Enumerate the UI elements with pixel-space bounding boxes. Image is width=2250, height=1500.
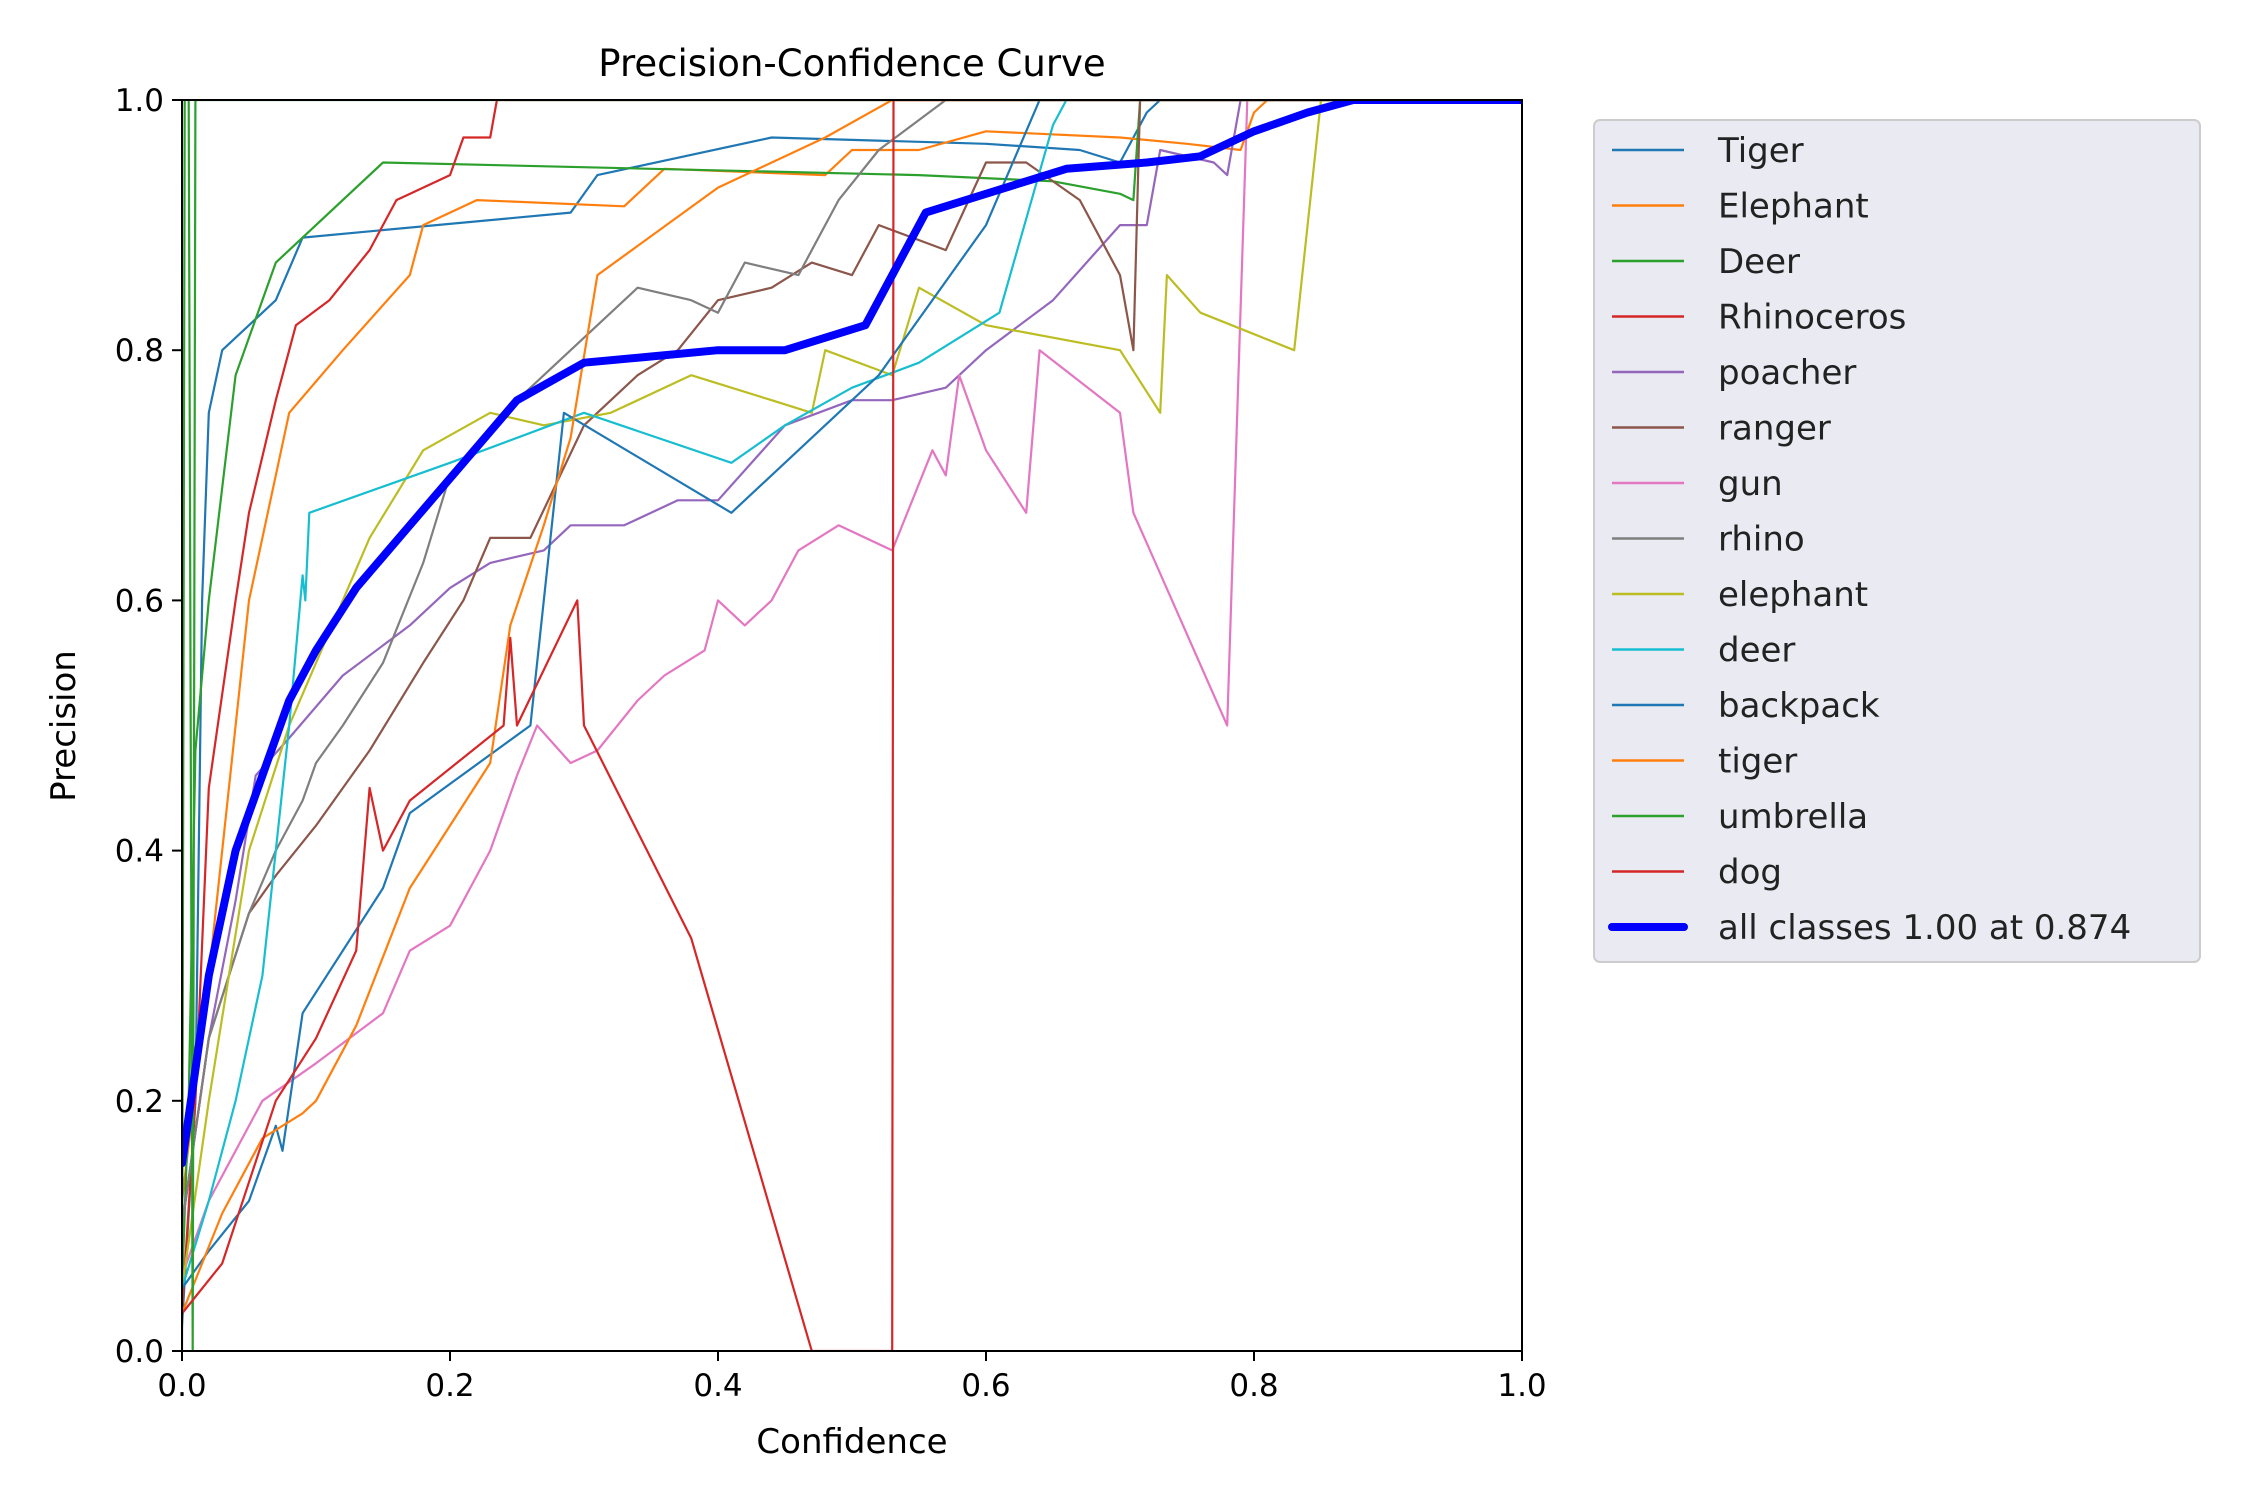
series-layer [182, 100, 1522, 1351]
series-line-12 [182, 100, 1522, 1351]
legend-label: gun [1718, 464, 1783, 504]
series-line-9 [182, 100, 1522, 1290]
legend-label: poacher [1718, 353, 1856, 393]
series-line-14 [182, 100, 1522, 1168]
chart-title: Precision-Confidence Curve [598, 42, 1105, 85]
plot-background [182, 100, 1522, 1351]
legend-label: all classes 1.00 at 0.874 [1718, 908, 2131, 948]
x-axis-title: Confidence [756, 1422, 947, 1462]
legend-label: Elephant [1718, 187, 1869, 227]
series-line-13 [182, 100, 1522, 1351]
y-tick-label: 0.0 [115, 1334, 164, 1370]
legend-label: Deer [1718, 242, 1800, 282]
y-tick-label: 0.6 [115, 583, 164, 619]
y-tick-label: 0.2 [115, 1084, 164, 1120]
legend-label: tiger [1718, 742, 1797, 782]
legend-label: deer [1718, 631, 1795, 671]
legend: Tiger Elephant Deer Rhinoceros poacher ranger… [1593, 119, 2201, 963]
series-line-0 [182, 100, 1522, 1328]
legend-label: dog [1718, 853, 1782, 893]
plot-area [181, 99, 1523, 1352]
y-axis: 0.0 0.2 0.4 0.6 0.8 1.0 [115, 83, 182, 1370]
x-tick-label: 0.2 [425, 1368, 474, 1404]
series-line-6 [182, 100, 1522, 1277]
series-line-8 [182, 100, 1522, 1290]
x-axis: 0.0 0.2 0.4 0.6 0.8 1.0 [157, 1351, 1547, 1404]
y-axis-title: Precision [44, 650, 84, 802]
x-tick-label: 0.0 [157, 1368, 206, 1404]
legend-label: elephant [1718, 575, 1868, 615]
y-tick-label: 1.0 [115, 83, 164, 119]
legend-label: umbrella [1718, 797, 1868, 837]
series-line-10 [182, 100, 1522, 1290]
legend-label: Rhinoceros [1718, 298, 1906, 338]
legend-items: Tiger Elephant Deer Rhinoceros poacher ranger… [1608, 131, 2131, 948]
y-tick-label: 0.8 [115, 333, 164, 369]
legend-label: Tiger [1717, 131, 1804, 171]
legend-label: ranger [1718, 409, 1831, 449]
y-tick-label: 0.4 [115, 834, 164, 870]
x-tick-label: 0.8 [1229, 1368, 1278, 1404]
legend-label: rhino [1718, 520, 1805, 560]
x-tick-label: 1.0 [1497, 1368, 1546, 1404]
x-tick-label: 0.6 [961, 1368, 1010, 1404]
plot-frame [181, 99, 1523, 1352]
x-tick-label: 0.4 [693, 1368, 742, 1404]
legend-box [1593, 119, 2201, 963]
series-line-3 [182, 100, 1522, 1315]
series-line-2 [182, 100, 1522, 1290]
series-line-5 [182, 100, 1522, 1227]
series-line-11 [182, 100, 1522, 1315]
legend-label: backpack [1718, 686, 1880, 726]
series-line-4 [182, 100, 1522, 1227]
